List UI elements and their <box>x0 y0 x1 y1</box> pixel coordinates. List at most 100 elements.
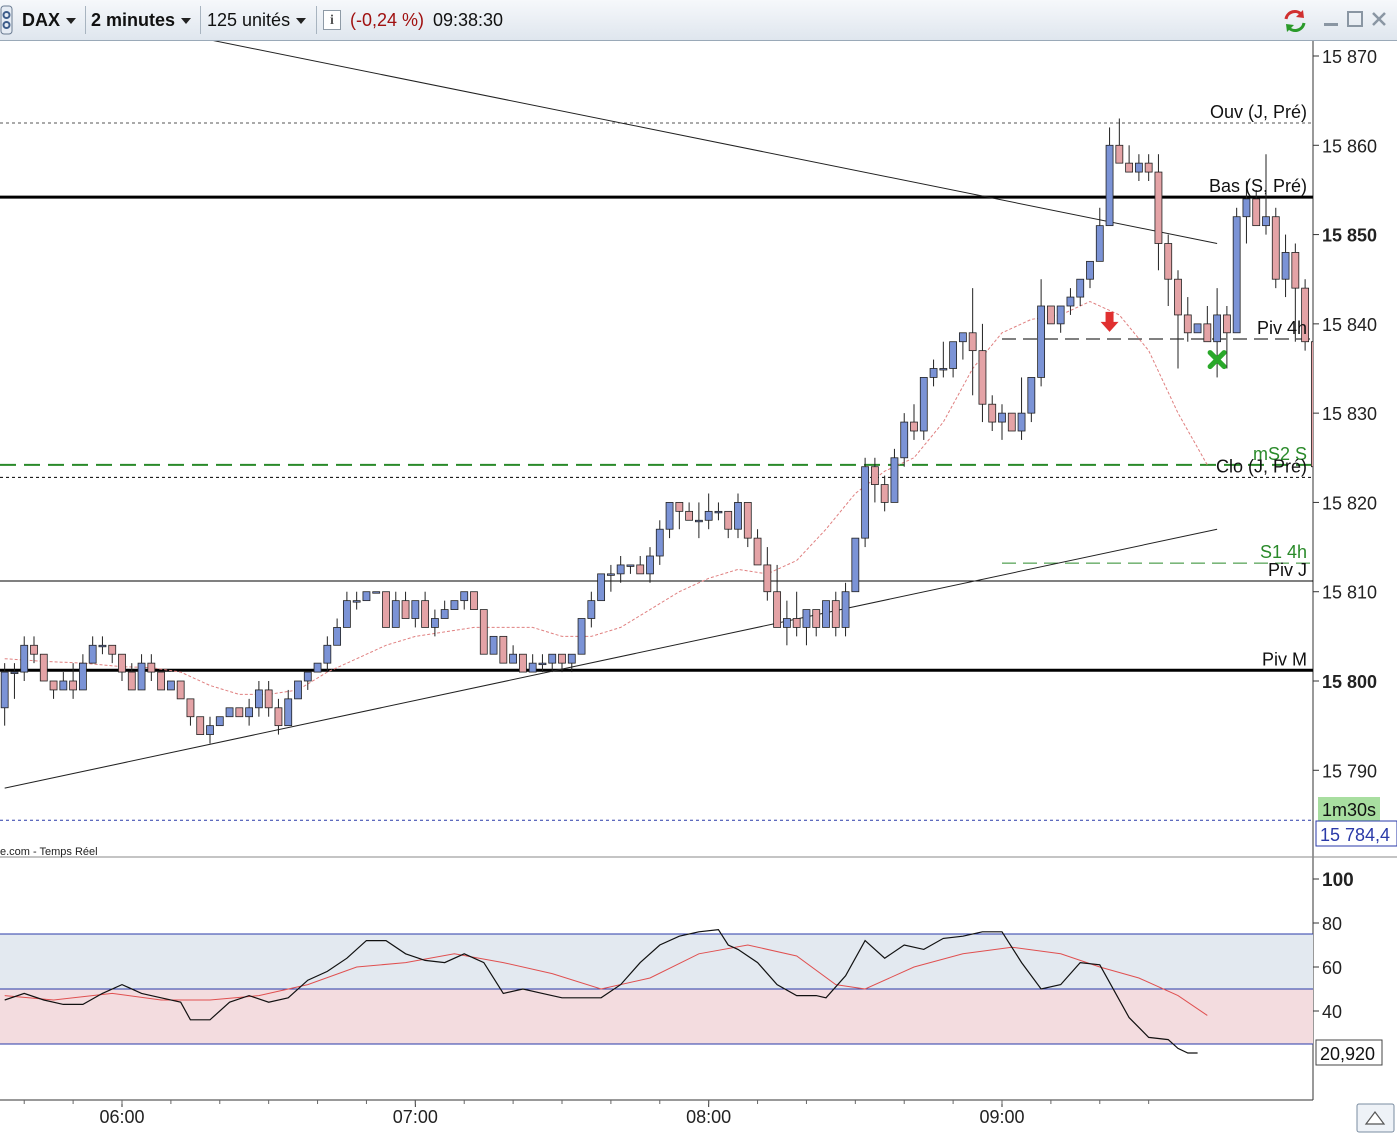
candle-body <box>665 502 674 530</box>
units-selector[interactable]: 125 unités <box>207 0 307 40</box>
candle-body <box>49 680 58 691</box>
timeframe-selector[interactable]: 2 minutes <box>91 0 192 40</box>
candle-body <box>968 332 977 352</box>
units-label: 125 unités <box>207 10 291 30</box>
timeframe-label: 2 minutes <box>91 10 176 30</box>
change-percent: (-0,24 %) <box>350 10 425 30</box>
candle-body <box>59 680 68 691</box>
candle-body <box>78 662 87 691</box>
candle-body <box>225 707 234 718</box>
moving-average-line <box>4 300 1208 695</box>
candle-body <box>118 653 126 673</box>
toolbar-divider <box>200 6 201 34</box>
candle-body <box>1203 323 1212 343</box>
candle-body <box>714 510 723 514</box>
candle-body <box>10 671 19 674</box>
refresh-icon[interactable] <box>1282 8 1308 34</box>
instrument-selector[interactable]: DAX <box>22 0 77 40</box>
chevron-down-icon <box>296 18 307 25</box>
chevron-down-icon <box>66 18 77 25</box>
candle-body <box>734 502 742 530</box>
candle-body <box>958 332 967 343</box>
maximize-icon[interactable] <box>1346 10 1364 28</box>
candle-body <box>235 707 244 718</box>
candle-body <box>704 510 713 521</box>
candle-body <box>421 600 430 628</box>
y-tick-label: 15 790 <box>1322 761 1377 781</box>
candle-body <box>39 653 48 682</box>
scroll-icon <box>1364 1111 1386 1125</box>
candle-body <box>1154 171 1163 244</box>
rsi-tick-label: 60 <box>1322 958 1342 978</box>
candle-body <box>998 412 1006 423</box>
price-level-label: Ouv (J, Pré) <box>1210 102 1307 122</box>
rsi-value-label: 20,920 <box>1320 1044 1375 1064</box>
candle-body <box>1271 216 1280 280</box>
candle-body <box>264 689 273 709</box>
candle-body <box>949 341 958 369</box>
toolbar-divider <box>85 6 86 34</box>
candle-body <box>1105 144 1114 227</box>
candle-body <box>0 671 9 709</box>
candle-body <box>69 680 78 691</box>
candle-body <box>303 671 312 682</box>
x-tick-label: 07:00 <box>393 1107 438 1127</box>
candle-body <box>743 502 752 539</box>
y-tick-label: 15 830 <box>1322 404 1377 424</box>
data-source-attribution: e.com - Temps Réel <box>0 846 98 858</box>
candle-body <box>1027 377 1036 414</box>
y-tick-label: 15 800 <box>1322 672 1377 692</box>
close-icon[interactable] <box>1370 10 1388 28</box>
candle-body <box>1017 412 1026 432</box>
candle-body <box>196 716 205 735</box>
candle-body <box>98 644 107 648</box>
candle-body <box>166 680 175 691</box>
chart-toolbar: DAX 2 minutes 125 unités i (-0,24 %) 09:… <box>0 0 1397 41</box>
candle-body <box>567 653 576 664</box>
trendline <box>213 41 1218 244</box>
rsi-value-badge <box>1315 1039 1383 1066</box>
candle-body <box>1007 412 1016 432</box>
price-level-label: Piv J <box>1268 560 1307 580</box>
price-level-label: Bas (S, Pré) <box>1209 176 1307 196</box>
candle-body <box>587 600 596 619</box>
y-tick-label: 15 820 <box>1322 493 1377 513</box>
candle-body <box>606 573 615 576</box>
price-level-label: mS2 S <box>1253 444 1307 464</box>
candle-body <box>460 591 469 602</box>
candle-body <box>1183 314 1192 334</box>
scroll-to-end-button[interactable] <box>1356 1103 1395 1133</box>
info-icon[interactable]: i <box>323 10 341 30</box>
candle-body <box>254 689 263 709</box>
link-icon[interactable] <box>0 0 14 40</box>
candle-body <box>499 635 508 664</box>
y-tick-label: 15 870 <box>1322 47 1377 67</box>
price-level-label: Piv 4h <box>1257 318 1307 338</box>
candle-body <box>1134 162 1143 173</box>
candle-body <box>284 698 293 727</box>
price-level-label: S1 4h <box>1260 542 1307 562</box>
candle-body <box>577 618 586 655</box>
candle-body <box>558 653 566 664</box>
rsi-overbought-zone <box>0 934 1313 989</box>
y-tick-label: 15 850 <box>1322 226 1377 246</box>
candle-body <box>108 644 117 655</box>
candle-body <box>1125 162 1134 173</box>
candle-body <box>157 671 166 691</box>
candle-body <box>988 403 997 423</box>
sell-arrow-icon <box>1100 311 1119 332</box>
y-tick-label: 15 810 <box>1322 583 1377 603</box>
candle-body <box>245 707 254 718</box>
candle-body <box>822 600 830 628</box>
candle-body <box>812 609 821 628</box>
candle-body <box>470 591 478 610</box>
price-level-label: Clo (J, Pré) <box>1216 456 1307 476</box>
minimize-icon[interactable] <box>1322 10 1340 28</box>
candle-body <box>1193 323 1202 334</box>
candle-body <box>900 421 909 459</box>
candle-body <box>675 502 684 512</box>
candle-body <box>1174 278 1182 316</box>
candle-body <box>890 457 899 503</box>
candle-body <box>1291 252 1300 289</box>
